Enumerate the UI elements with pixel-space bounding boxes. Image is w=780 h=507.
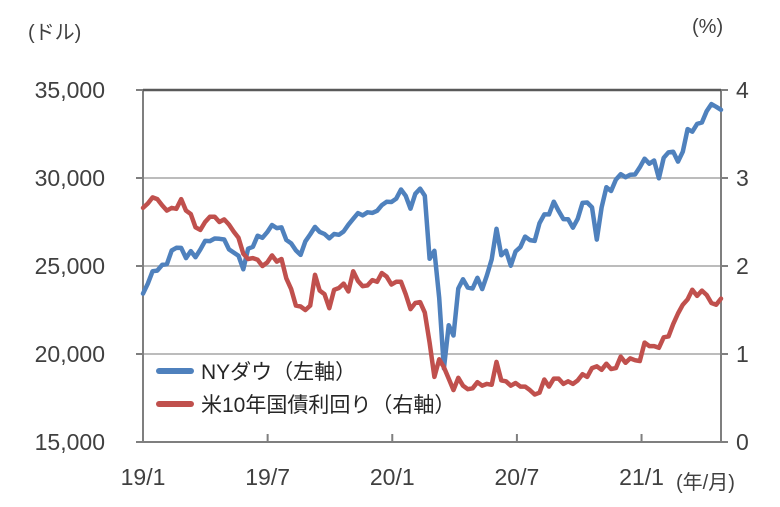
left-axis-tick-label: 15,000 [34, 429, 105, 455]
x-tick-label: 21/1 [619, 464, 664, 490]
right-axis-tick-label: 3 [736, 165, 749, 191]
ny-dow-line [140, 101, 724, 371]
right-axis-tick-label: 0 [736, 429, 749, 455]
left-axis-tick-label: 20,000 [34, 341, 105, 367]
x-tick-label: 20/1 [369, 464, 415, 490]
axis-tick-marks [136, 89, 728, 443]
right-axis-unit-label: (%) [692, 16, 724, 38]
left-axis-tick-label: 30,000 [34, 165, 105, 191]
left-axis-tick-label: 25,000 [34, 253, 105, 279]
left-axis-unit-label: (ドル) [28, 22, 82, 44]
left-axis-tick-label: 35,000 [34, 77, 105, 103]
x-axis-unit-label: (年/月) [676, 472, 735, 494]
legend: NYダウ（左軸） 米10年国債利回り（右軸） [156, 354, 455, 420]
right-axis-tick-label: 4 [736, 77, 749, 103]
x-tick-label: 19/1 [120, 464, 166, 490]
x-tick-label: 19/7 [245, 464, 291, 490]
us-10y-yield-line-swatch [156, 400, 194, 407]
legend-item-ny-dow: NYダウ（左軸） [156, 354, 455, 387]
gridlines [143, 177, 721, 355]
right-axis-tick-label: 1 [736, 341, 749, 367]
ny-dow-line-swatch [156, 367, 194, 374]
us-10y-yield-line [140, 195, 724, 397]
x-tick-label: 20/7 [494, 464, 540, 490]
right-axis-tick-label: 2 [736, 253, 749, 279]
legend-item-us-10y-yield: 米10年国債利回り（右軸） [156, 387, 455, 420]
legend-label: NYダウ（左軸） [201, 360, 357, 384]
legend-label: 米10年国債利回り（右軸） [201, 393, 456, 417]
